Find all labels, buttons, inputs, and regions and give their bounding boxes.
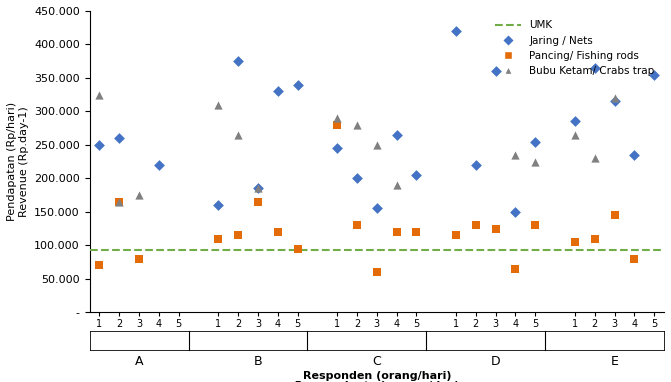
Text: D: D [491, 355, 501, 368]
Point [114, 135, 125, 141]
Point [510, 209, 521, 215]
Text: B: B [254, 355, 262, 368]
Point [649, 71, 660, 78]
Point [272, 88, 283, 94]
Point [470, 222, 481, 228]
Point [470, 162, 481, 168]
Point [233, 132, 244, 138]
Point [372, 142, 382, 148]
Text: Respondents (person/day): Respondents (person/day) [295, 381, 459, 382]
Point [352, 222, 362, 228]
Point [510, 266, 521, 272]
Point [491, 68, 501, 74]
Point [391, 132, 402, 138]
Point [292, 81, 303, 87]
Point [530, 138, 541, 144]
Point [352, 122, 362, 128]
Point [391, 229, 402, 235]
Point [233, 232, 244, 238]
Point [609, 212, 620, 218]
Point [411, 229, 422, 235]
Point [629, 256, 639, 262]
Point [391, 182, 402, 188]
Point [589, 65, 600, 71]
Point [629, 152, 639, 158]
Text: A: A [135, 355, 144, 368]
Point [252, 185, 263, 191]
Point [213, 102, 223, 108]
Text: E: E [611, 355, 619, 368]
Point [114, 199, 125, 205]
Point [570, 118, 580, 125]
Point [530, 222, 541, 228]
Point [94, 142, 105, 148]
Point [589, 236, 600, 242]
Point [609, 98, 620, 104]
Point [589, 155, 600, 161]
Point [233, 58, 244, 64]
Point [372, 269, 382, 275]
Point [332, 115, 343, 121]
Point [570, 239, 580, 245]
Point [570, 132, 580, 138]
Point [332, 145, 343, 151]
Y-axis label: Pendapatan (Rp/hari)
Revenue (Rp.day-1): Pendapatan (Rp/hari) Revenue (Rp.day-1) [7, 102, 29, 221]
Point [154, 162, 164, 168]
Point [94, 92, 105, 98]
Text: Responden (orang/hari): Responden (orang/hari) [303, 371, 451, 382]
Point [272, 229, 283, 235]
Point [213, 202, 223, 208]
Point [332, 122, 343, 128]
Point [252, 199, 263, 205]
Point [352, 175, 362, 181]
Point [134, 256, 144, 262]
Point [609, 95, 620, 101]
Point [530, 159, 541, 165]
Point [292, 246, 303, 252]
Point [411, 172, 422, 178]
Point [213, 236, 223, 242]
Point [451, 232, 462, 238]
Point [451, 28, 462, 34]
Point [510, 152, 521, 158]
Point [372, 206, 382, 212]
Point [94, 262, 105, 269]
Point [134, 192, 144, 198]
Point [114, 199, 125, 205]
Point [491, 225, 501, 231]
Legend: UMK, Jaring / Nets, Pancing/ Fishing rods, Bubu Ketam/ Crabs trap: UMK, Jaring / Nets, Pancing/ Fishing rod… [491, 16, 659, 80]
Point [252, 185, 263, 191]
Text: C: C [372, 355, 381, 368]
